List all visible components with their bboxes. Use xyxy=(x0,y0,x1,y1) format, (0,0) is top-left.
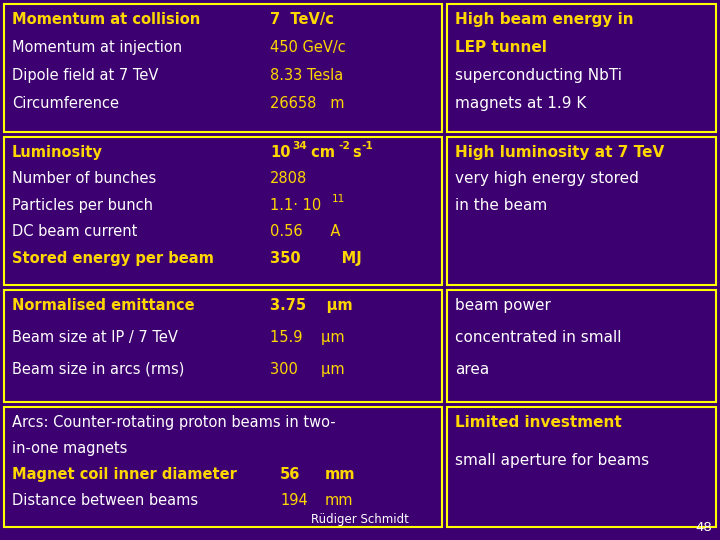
Text: cm: cm xyxy=(306,145,335,160)
Bar xyxy=(4,290,442,402)
Text: concentrated in small: concentrated in small xyxy=(455,330,621,345)
Text: 11: 11 xyxy=(332,194,346,204)
Text: very high energy stored: very high energy stored xyxy=(455,171,639,186)
Text: mm: mm xyxy=(325,467,356,482)
Text: Stored energy per beam: Stored energy per beam xyxy=(12,251,214,266)
Text: 8.33 Tesla: 8.33 Tesla xyxy=(270,68,343,83)
Text: area: area xyxy=(455,362,490,377)
Bar xyxy=(447,407,716,527)
Text: Beam size in arcs (rms): Beam size in arcs (rms) xyxy=(12,362,184,377)
Bar xyxy=(4,407,442,527)
Text: 1.1· 10: 1.1· 10 xyxy=(270,198,321,213)
Text: 34: 34 xyxy=(292,141,307,151)
Text: -2: -2 xyxy=(338,141,350,151)
Bar xyxy=(447,4,716,132)
Text: 15.9    μm: 15.9 μm xyxy=(270,330,345,345)
Text: High luminosity at 7 TeV: High luminosity at 7 TeV xyxy=(455,145,665,160)
Text: High beam energy in: High beam energy in xyxy=(455,12,634,27)
Text: Momentum at collision: Momentum at collision xyxy=(12,12,200,27)
Text: 300     μm: 300 μm xyxy=(270,362,345,377)
Text: Distance between beams: Distance between beams xyxy=(12,493,198,508)
Text: 194: 194 xyxy=(280,493,307,508)
Text: 10: 10 xyxy=(270,145,290,160)
Text: Limited investment: Limited investment xyxy=(455,415,622,430)
Text: Normalised emittance: Normalised emittance xyxy=(12,298,194,313)
Text: 56: 56 xyxy=(280,467,300,482)
Text: 7  TeV/c: 7 TeV/c xyxy=(270,12,334,27)
Text: mm: mm xyxy=(325,493,354,508)
Text: Particles per bunch: Particles per bunch xyxy=(12,198,153,213)
Text: beam power: beam power xyxy=(455,298,551,313)
Text: Rüdiger Schmidt: Rüdiger Schmidt xyxy=(311,513,409,526)
Text: small aperture for beams: small aperture for beams xyxy=(455,454,649,468)
Text: 450 GeV/c: 450 GeV/c xyxy=(270,40,346,55)
Text: Momentum at injection: Momentum at injection xyxy=(12,40,182,55)
Text: DC beam current: DC beam current xyxy=(12,224,138,239)
Bar xyxy=(4,137,442,285)
Text: Circumference: Circumference xyxy=(12,96,119,111)
Text: 2808: 2808 xyxy=(270,171,307,186)
Text: Luminosity: Luminosity xyxy=(12,145,103,160)
Text: 350        MJ: 350 MJ xyxy=(270,251,361,266)
Text: LEP tunnel: LEP tunnel xyxy=(455,40,547,55)
Text: Magnet coil inner diameter: Magnet coil inner diameter xyxy=(12,467,237,482)
Text: s: s xyxy=(352,145,361,160)
Bar xyxy=(4,4,442,132)
Text: Arcs: Counter-rotating proton beams in two-: Arcs: Counter-rotating proton beams in t… xyxy=(12,415,336,430)
Text: Dipole field at 7 TeV: Dipole field at 7 TeV xyxy=(12,68,158,83)
Text: Beam size at IP / 7 TeV: Beam size at IP / 7 TeV xyxy=(12,330,178,345)
Text: 3.75    μm: 3.75 μm xyxy=(270,298,353,313)
Bar xyxy=(447,137,716,285)
Text: magnets at 1.9 K: magnets at 1.9 K xyxy=(455,96,586,111)
Text: in-one magnets: in-one magnets xyxy=(12,441,127,456)
Text: Number of bunches: Number of bunches xyxy=(12,171,156,186)
Text: 26658   m: 26658 m xyxy=(270,96,344,111)
Text: 48: 48 xyxy=(696,521,712,534)
Text: in the beam: in the beam xyxy=(455,198,547,213)
Bar xyxy=(447,290,716,402)
Text: -1: -1 xyxy=(361,141,373,151)
Text: 0.56      A: 0.56 A xyxy=(270,224,341,239)
Text: superconducting NbTi: superconducting NbTi xyxy=(455,68,622,83)
